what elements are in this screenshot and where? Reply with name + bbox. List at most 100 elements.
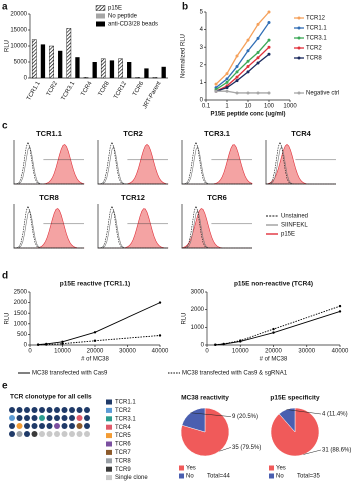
- value-label: 4 (11.4%): [322, 412, 348, 418]
- data-point: [214, 89, 218, 93]
- x-tick-label: JRT-Parent: [142, 81, 162, 110]
- p15e-histogram: [181, 208, 252, 249]
- bar: [157, 77, 162, 78]
- legend-marker: [297, 16, 301, 20]
- panel-label: e: [2, 381, 8, 392]
- legend-label: TCR8: [115, 458, 131, 464]
- y-tick-label: 1000: [14, 321, 28, 327]
- x-tick-label: 1000: [283, 104, 297, 110]
- cell-dot: [24, 415, 30, 421]
- data-point: [256, 22, 260, 26]
- data-point: [235, 54, 239, 58]
- legend-marker: [297, 36, 301, 40]
- legend-label: TCR8: [306, 56, 322, 62]
- cell-dot: [61, 407, 68, 413]
- cell-dot: [76, 415, 83, 421]
- y-tick-label: 0: [24, 343, 28, 349]
- data-point: [246, 38, 250, 42]
- legend-label: MC38 transfected with Cas9 & sgRNA1: [182, 371, 288, 377]
- legend-swatch: [106, 449, 112, 455]
- legend-label: Yes: [276, 466, 286, 472]
- bar: [135, 77, 141, 79]
- p15e-histogram: [98, 208, 169, 249]
- data-point: [93, 339, 97, 342]
- cell-dot: [46, 423, 53, 429]
- x-tick-label: 100: [264, 104, 275, 110]
- x-tick-label: 0: [205, 349, 209, 355]
- legend-swatch: [106, 424, 112, 430]
- data-point: [272, 327, 275, 331]
- x-axis-label: P15E peptide conc (ug/ml): [210, 112, 285, 118]
- cell-dot: [54, 431, 60, 437]
- data-point: [272, 331, 275, 334]
- x-tick-label: 20000: [265, 349, 282, 355]
- cell-dot: [69, 431, 75, 437]
- data-point: [61, 342, 64, 345]
- x-tick-label: 30000: [119, 349, 136, 355]
- y-axis-label: Normalized RLU: [181, 34, 187, 78]
- flow-title: TCR12: [121, 193, 145, 202]
- pie-slice: [181, 407, 206, 433]
- x-tick-label: 10000: [54, 349, 71, 355]
- legend-swatch: [96, 13, 105, 19]
- series-line: [38, 302, 161, 346]
- cell-dot: [84, 431, 90, 437]
- flow-title: TCR6: [207, 193, 227, 202]
- data-point: [256, 56, 260, 60]
- x-tick-label: 0: [28, 349, 32, 355]
- flow-axes: [181, 140, 252, 185]
- cell-dot: [39, 431, 45, 437]
- x-tick-label: 1: [225, 104, 229, 110]
- bar: [40, 44, 46, 78]
- legend-label: TCR9: [115, 467, 131, 473]
- x-tick-label: 10000: [232, 349, 249, 355]
- cell-dot: [16, 423, 23, 429]
- data-point: [222, 342, 225, 346]
- value-label: 35 (79.5%): [232, 445, 261, 451]
- x-tick-label: TCR6: [132, 80, 145, 97]
- data-point: [235, 79, 239, 83]
- cell-dot: [84, 415, 90, 421]
- x-tick-label: 0.1: [202, 104, 211, 110]
- data-point: [256, 91, 260, 95]
- data-point: [267, 91, 271, 95]
- panel-label: d: [2, 271, 8, 282]
- legend-label: Yes: [186, 466, 196, 472]
- cell-dot: [31, 431, 38, 437]
- cell-dot: [9, 415, 15, 421]
- legend-swatch: [95, 5, 106, 11]
- cell-dot: [76, 423, 83, 429]
- flow-title: TCR8: [39, 193, 59, 202]
- legend-swatch: [179, 465, 184, 471]
- series-line: [215, 22, 270, 89]
- data-point: [214, 343, 217, 346]
- legend-swatch: [269, 465, 274, 471]
- bar: [118, 58, 123, 79]
- legend-swatch: [106, 433, 112, 439]
- bar: [58, 50, 63, 78]
- legend-swatch: [96, 21, 105, 27]
- data-point: [267, 52, 271, 56]
- leader-line: [286, 409, 322, 415]
- cell-dot: [54, 415, 60, 421]
- cell-dot: [16, 415, 23, 421]
- x-axis-label: # of MC38: [260, 357, 288, 363]
- data-point: [235, 75, 239, 79]
- cell-dot: [16, 407, 23, 413]
- chart-title: p15E reactive (TCR1.1): [60, 281, 130, 288]
- cell-dot: [31, 423, 38, 429]
- data-point: [246, 70, 250, 74]
- data-point: [225, 80, 229, 84]
- flow-axes: [181, 204, 252, 249]
- legend-swatch: [106, 441, 112, 447]
- x-axis-label: # of MC38: [81, 357, 109, 363]
- legend-swatch: [106, 475, 112, 481]
- bar: [36, 77, 41, 78]
- panel-label: b: [182, 2, 188, 13]
- bar: [127, 62, 132, 78]
- cell-dot: [54, 407, 60, 413]
- data-point: [267, 21, 271, 25]
- cell-dot: [9, 423, 15, 429]
- x-tick-label: 20000: [87, 349, 104, 355]
- cell-dot: [69, 407, 75, 413]
